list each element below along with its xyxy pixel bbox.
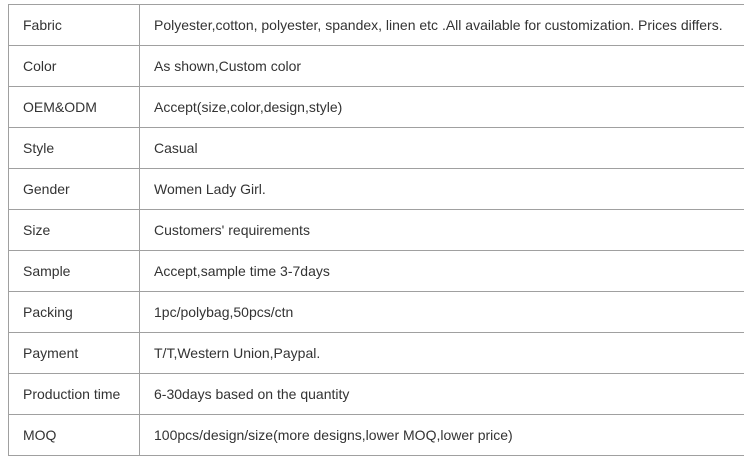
table-row: Size Customers' requirements xyxy=(8,209,744,251)
product-spec-table: Fabric Polyester,cotton, polyester, spand… xyxy=(8,4,744,456)
table-row: Packing 1pc/polybag,50pcs/ctn xyxy=(8,291,744,333)
spec-label: Payment xyxy=(8,332,140,374)
table-row: Style Casual xyxy=(8,127,744,169)
spec-value: 100pcs/design/size(more designs,lower MO… xyxy=(139,414,744,456)
spec-label: OEM&ODM xyxy=(8,86,140,128)
spec-value: 6-30days based on the quantity xyxy=(139,373,744,415)
spec-value: As shown,Custom color xyxy=(139,45,744,87)
table-row: Production time 6-30days based on the qua… xyxy=(8,373,744,415)
table-row: Fabric Polyester,cotton, polyester, spand… xyxy=(8,4,744,46)
spec-label: Color xyxy=(8,45,140,87)
table-row: Payment T/T,Western Union,Paypal. xyxy=(8,332,744,374)
spec-label: MOQ xyxy=(8,414,140,456)
spec-value: Accept,sample time 3-7days xyxy=(139,250,744,292)
spec-value: Customers' requirements xyxy=(139,209,744,251)
table-row: OEM&ODM Accept(size,color,design,style) xyxy=(8,86,744,128)
table-row: Gender Women Lady Girl. xyxy=(8,168,744,210)
spec-value: Casual xyxy=(139,127,744,169)
table-row: MOQ 100pcs/design/size(more designs,lower… xyxy=(8,414,744,456)
spec-value: Accept(size,color,design,style) xyxy=(139,86,744,128)
spec-value: 1pc/polybag,50pcs/ctn xyxy=(139,291,744,333)
spec-label: Packing xyxy=(8,291,140,333)
table-row: Sample Accept,sample time 3-7days xyxy=(8,250,744,292)
spec-label: Sample xyxy=(8,250,140,292)
table-row: Color As shown,Custom color xyxy=(8,45,744,87)
spec-label: Gender xyxy=(8,168,140,210)
spec-value: T/T,Western Union,Paypal. xyxy=(139,332,744,374)
spec-value: Polyester,cotton, polyester, spandex, li… xyxy=(139,4,744,46)
spec-value: Women Lady Girl. xyxy=(139,168,744,210)
spec-label: Size xyxy=(8,209,140,251)
spec-label: Production time xyxy=(8,373,140,415)
spec-label: Style xyxy=(8,127,140,169)
spec-label: Fabric xyxy=(8,4,140,46)
